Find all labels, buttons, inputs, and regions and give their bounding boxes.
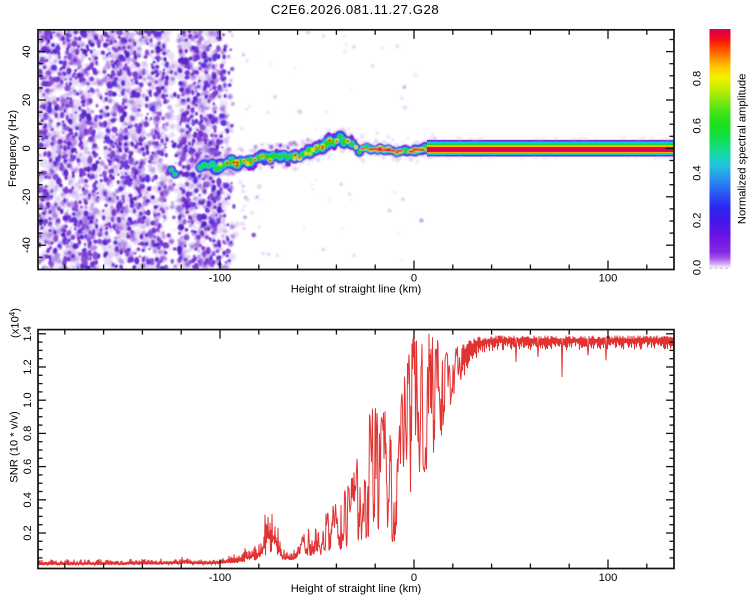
- svg-text:Height of straight line (km): Height of straight line (km): [291, 284, 422, 296]
- svg-text:C2E6.2026.081.11.27.G28: C2E6.2026.081.11.27.G28: [271, 2, 440, 17]
- svg-text:100: 100: [599, 273, 618, 285]
- svg-text:20: 20: [21, 94, 33, 106]
- svg-text:0: 0: [411, 273, 417, 285]
- svg-text:0: 0: [21, 145, 33, 151]
- svg-text:40: 40: [21, 45, 33, 57]
- svg-text:-40: -40: [21, 237, 33, 253]
- svg-text:-100: -100: [209, 273, 231, 285]
- svg-text:Frequency (Hz): Frequency (Hz): [7, 110, 19, 187]
- svg-text:-20: -20: [21, 189, 33, 205]
